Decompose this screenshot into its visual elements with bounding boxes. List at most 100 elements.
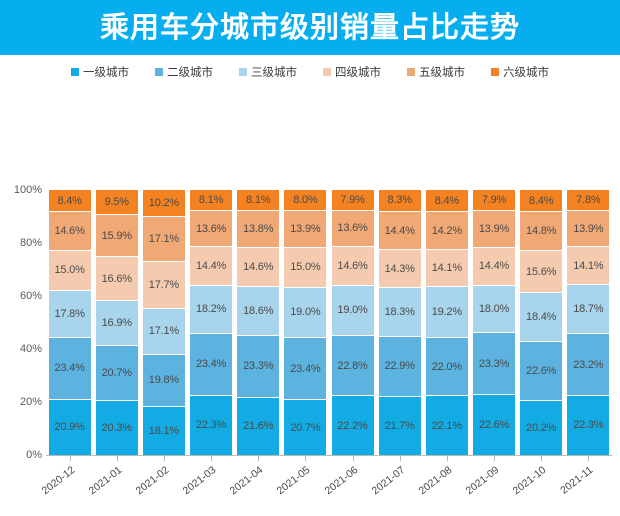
legend-item-2[interactable]: 二级城市: [155, 64, 213, 80]
bar-segment[interactable]: 13.8%: [237, 211, 280, 249]
bar-segment[interactable]: 16.9%: [95, 301, 138, 347]
bar-segment[interactable]: 20.3%: [95, 400, 138, 455]
legend-item-1[interactable]: 一级城市: [71, 64, 129, 80]
bar-column[interactable]: 8.1% 13.6% 14.4% 18.2% 23.4% 22.3%: [190, 190, 233, 455]
bar-segment[interactable]: 14.4%: [472, 247, 515, 286]
bar-segment[interactable]: 14.6%: [48, 212, 91, 251]
bar-segment-value-label: 8.1%: [198, 194, 224, 207]
x-axis-tick-mark: [258, 456, 260, 461]
bar-segment-value-label: 14.1%: [573, 259, 604, 272]
bar-segment[interactable]: 8.4%: [520, 190, 563, 213]
bar-column[interactable]: 7.9% 13.6% 14.6% 19.0% 22.8% 22.2%: [331, 190, 374, 455]
bar-segment[interactable]: 8.4%: [48, 190, 91, 213]
bar-segment[interactable]: 22.3%: [190, 395, 233, 455]
bar-segment[interactable]: 7.9%: [331, 190, 374, 211]
bar-segment[interactable]: 21.6%: [237, 397, 280, 455]
bar-column[interactable]: 7.8% 13.9% 14.1% 18.7% 23.2% 22.3%: [567, 190, 610, 455]
bar-segment[interactable]: 22.9%: [378, 336, 421, 398]
bar-segment[interactable]: 21.7%: [378, 397, 421, 455]
bar-segment[interactable]: 14.1%: [425, 249, 468, 288]
legend-item-4[interactable]: 四级城市: [323, 64, 381, 80]
bar-segment[interactable]: 18.0%: [472, 285, 515, 334]
bar-segment[interactable]: 22.8%: [331, 335, 374, 397]
bar-column[interactable]: 8.0% 13.9% 15.0% 19.0% 23.4% 20.7%: [284, 190, 327, 455]
bar-segment[interactable]: 18.4%: [520, 292, 563, 342]
legend-swatch-icon: [155, 68, 163, 76]
bar-column[interactable]: 9.5% 15.9% 16.6% 16.9% 20.7% 20.3%: [95, 190, 138, 455]
bar-segment[interactable]: 14.2%: [425, 212, 468, 250]
bar-segment[interactable]: 22.6%: [472, 395, 515, 455]
bar-segment[interactable]: 8.1%: [190, 190, 233, 212]
bar-segment[interactable]: 13.9%: [567, 210, 610, 248]
bar-segment[interactable]: 18.2%: [190, 285, 233, 334]
bar-segment[interactable]: 15.0%: [284, 248, 327, 288]
bar-segment[interactable]: 16.6%: [95, 257, 138, 302]
bar-segment[interactable]: 19.0%: [284, 287, 327, 339]
x-axis-tick-mark: [541, 456, 543, 461]
bar-segment[interactable]: 14.6%: [331, 246, 374, 286]
bar-segment[interactable]: 23.3%: [472, 333, 515, 396]
bar-segment[interactable]: 23.4%: [48, 337, 91, 400]
bar-segment[interactable]: 14.1%: [567, 247, 610, 285]
bar-segment[interactable]: 19.8%: [142, 354, 185, 407]
bar-column[interactable]: 8.3% 14.4% 14.3% 18.3% 22.9% 21.7%: [378, 190, 421, 455]
bar-column[interactable]: 7.9% 13.9% 14.4% 18.0% 23.3% 22.6%: [472, 190, 515, 455]
bar-segment[interactable]: 23.3%: [237, 335, 280, 398]
bar-segment[interactable]: 22.3%: [567, 395, 610, 455]
bar-segment[interactable]: 13.6%: [331, 210, 374, 247]
bar-segment[interactable]: 19.2%: [425, 287, 468, 339]
bar-segment[interactable]: 23.2%: [567, 334, 610, 396]
bar-column[interactable]: 8.4% 14.8% 15.6% 18.4% 22.6% 20.2%: [520, 190, 563, 455]
bar-segment[interactable]: 8.3%: [378, 190, 421, 212]
bar-segment[interactable]: 7.9%: [472, 190, 515, 211]
legend-item-6[interactable]: 六级城市: [491, 64, 549, 80]
bar-segment-value-label: 14.2%: [431, 224, 462, 237]
bar-segment[interactable]: 17.8%: [48, 290, 91, 338]
bar-segment[interactable]: 8.0%: [284, 190, 327, 212]
bar-segment[interactable]: 17.1%: [142, 309, 185, 355]
bar-segment[interactable]: 22.6%: [520, 341, 563, 402]
bar-segment[interactable]: 9.5%: [95, 190, 138, 216]
bar-segment[interactable]: 23.4%: [284, 338, 327, 401]
bar-column[interactable]: 8.4% 14.6% 15.0% 17.8% 23.4% 20.9%: [48, 190, 91, 456]
bar-segment-value-label: 14.3%: [384, 262, 415, 275]
bar-segment[interactable]: 20.2%: [520, 401, 563, 455]
bar-segment[interactable]: 18.7%: [567, 284, 610, 335]
bar-segment[interactable]: 17.1%: [142, 217, 185, 263]
bar-segment[interactable]: 8.4%: [425, 190, 468, 213]
bar-segment[interactable]: 20.9%: [48, 399, 91, 456]
bar-segment[interactable]: 15.6%: [520, 251, 563, 293]
legend-item-5[interactable]: 五级城市: [407, 64, 465, 80]
bar-segment[interactable]: 13.9%: [284, 211, 327, 249]
bar-segment[interactable]: 13.6%: [190, 211, 233, 248]
bar-segment[interactable]: 23.4%: [190, 333, 233, 396]
bar-segment[interactable]: 13.9%: [472, 210, 515, 248]
bar-segment[interactable]: 15.0%: [48, 250, 91, 291]
bar-column[interactable]: 10.2% 17.1% 17.7% 17.1% 19.8% 18.1%: [142, 190, 185, 455]
bar-segment[interactable]: 7.8%: [567, 190, 610, 211]
bar-segment[interactable]: 18.6%: [237, 286, 280, 336]
bar-segment[interactable]: 22.0%: [425, 338, 468, 397]
bar-segment[interactable]: 15.9%: [95, 215, 138, 258]
bar-segment[interactable]: 20.7%: [95, 346, 138, 401]
bar-segment-value-label: 23.4%: [290, 362, 321, 375]
bar-segment[interactable]: 22.1%: [425, 396, 468, 455]
bar-segment[interactable]: 19.0%: [331, 285, 374, 336]
bar-segment[interactable]: 8.1%: [237, 190, 280, 212]
bar-segment[interactable]: 18.3%: [378, 288, 421, 337]
bar-segment[interactable]: 14.6%: [237, 248, 280, 287]
bar-segment[interactable]: 14.4%: [190, 247, 233, 286]
bar-segment-value-label: 19.2%: [431, 306, 462, 319]
bar-segment[interactable]: 17.7%: [142, 262, 185, 310]
bar-segment[interactable]: 22.2%: [331, 396, 374, 455]
bar-segment[interactable]: 14.4%: [378, 211, 421, 251]
bar-column[interactable]: 8.4% 14.2% 14.1% 19.2% 22.0% 22.1%: [425, 190, 468, 455]
bar-segment[interactable]: 14.8%: [520, 212, 563, 252]
bar-segment[interactable]: 10.2%: [142, 190, 185, 218]
bar-segment-value-label: 8.0%: [293, 194, 318, 207]
bar-segment[interactable]: 20.7%: [284, 400, 327, 455]
bar-segment[interactable]: 18.1%: [142, 407, 185, 455]
bar-segment[interactable]: 14.3%: [378, 250, 421, 289]
bar-column[interactable]: 8.1% 13.8% 14.6% 18.6% 23.3% 21.6%: [237, 190, 280, 455]
legend-item-3[interactable]: 三级城市: [239, 64, 297, 80]
